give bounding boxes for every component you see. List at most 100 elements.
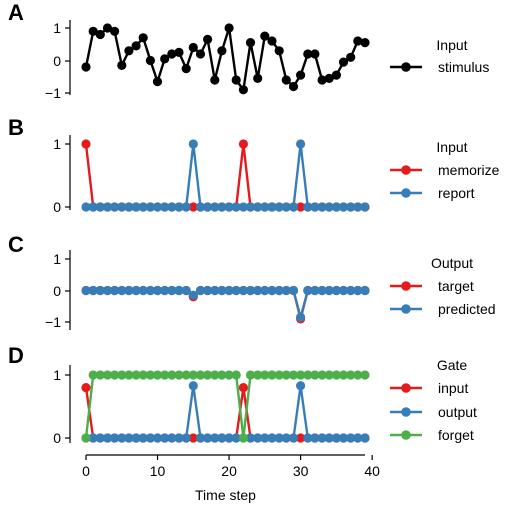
data-point-input (296, 433, 306, 443)
legend-label-memorize: memorize (438, 162, 500, 178)
data-point-report (353, 202, 363, 212)
data-point-report (303, 202, 313, 212)
data-point-report (324, 202, 334, 212)
data-point-predicted (267, 285, 277, 296)
x-tick-label: 10 (150, 463, 166, 479)
data-point-report (110, 202, 120, 212)
legend-swatch-marker-target (401, 281, 411, 291)
data-point-report (231, 202, 241, 212)
data-point-predicted (274, 285, 284, 296)
data-point-report (195, 202, 206, 212)
legend-swatch-marker-input (401, 383, 411, 393)
data-point-output (224, 433, 234, 443)
data-point-predicted (102, 285, 113, 296)
data-point-predicted (188, 290, 198, 300)
legend-label-output: output (438, 404, 477, 420)
data-point-output (338, 433, 349, 443)
data-point-output (260, 433, 270, 443)
data-point-predicted (95, 285, 105, 296)
y-tick-label: −1 (45, 85, 61, 101)
data-point-output (281, 433, 291, 443)
data-point-output (346, 433, 356, 443)
data-point-input (238, 383, 248, 393)
y-tick-label: 0 (53, 53, 61, 69)
data-point-predicted (195, 285, 206, 296)
data-point-report (260, 202, 270, 212)
data-point-report (310, 202, 320, 212)
legend-title-c: Output (431, 255, 473, 271)
data-point-output (317, 433, 327, 443)
data-point-report (181, 202, 191, 212)
data-point-output (181, 433, 191, 443)
data-point-report (167, 202, 177, 212)
data-point-stimulus (288, 81, 299, 92)
data-point-forget (110, 370, 120, 380)
data-point-stimulus (260, 31, 270, 41)
data-point-predicted (138, 285, 148, 296)
data-point-report (152, 202, 163, 212)
legend-swatch-marker-stimulus (401, 62, 411, 72)
data-point-report (288, 202, 299, 212)
data-point-stimulus (338, 57, 349, 67)
data-point-output (288, 433, 299, 443)
data-point-stimulus (217, 46, 227, 56)
data-point-memorize (81, 139, 91, 149)
data-point-report (267, 202, 277, 212)
data-point-stimulus (145, 55, 155, 66)
data-point-output (303, 433, 313, 443)
data-point-output (217, 433, 227, 443)
data-point-forget (238, 433, 248, 443)
data-point-memorize (238, 139, 248, 149)
data-point-output (274, 433, 284, 443)
data-point-predicted (145, 285, 155, 296)
data-point-report (338, 202, 349, 212)
data-point-report (210, 202, 220, 212)
data-point-forget (203, 370, 213, 380)
data-point-predicted (303, 285, 313, 296)
data-point-report (131, 202, 141, 212)
data-point-output (253, 433, 263, 443)
data-point-forget (81, 433, 91, 443)
data-point-predicted (117, 285, 127, 296)
data-point-forget (353, 370, 363, 380)
data-point-predicted (88, 285, 98, 296)
legend-label-forget: forget (438, 427, 474, 443)
data-point-forget (281, 370, 291, 380)
data-point-output (117, 433, 127, 443)
data-point-stimulus (203, 34, 213, 45)
data-point-output (210, 433, 220, 443)
data-point-predicted (238, 285, 248, 296)
x-tick-label: 40 (364, 463, 380, 479)
data-point-forget (360, 370, 370, 380)
data-point-report (160, 202, 170, 212)
series-line-memorize (84, 142, 365, 209)
data-point-predicted (260, 285, 270, 296)
data-point-input (188, 433, 198, 443)
data-point-forget (102, 370, 113, 380)
x-axis-label: Time step (195, 487, 256, 503)
panel-letter-a: A (8, 0, 24, 25)
data-point-report (174, 202, 184, 212)
data-point-forget (167, 370, 177, 380)
series-line-input (84, 386, 365, 440)
data-point-predicted (281, 285, 291, 296)
data-point-report (331, 202, 341, 212)
data-point-stimulus (324, 73, 334, 83)
legend-label-stimulus: stimulus (438, 59, 489, 75)
data-point-output (95, 433, 105, 443)
data-point-stimulus (253, 73, 263, 83)
data-point-report (317, 202, 327, 212)
x-tick-label: 20 (221, 463, 237, 479)
data-point-stimulus (81, 62, 91, 72)
x-tick-label: 0 (82, 463, 90, 479)
data-point-output (195, 433, 206, 443)
data-point-report (138, 202, 148, 212)
data-point-forget (296, 370, 306, 380)
data-point-output (324, 433, 334, 443)
data-point-report (281, 202, 291, 212)
series-line-report (86, 142, 365, 209)
data-point-stimulus (281, 75, 291, 85)
legend-title-d: Gate (437, 357, 468, 373)
data-point-predicted (360, 285, 370, 296)
data-point-report (217, 202, 227, 212)
